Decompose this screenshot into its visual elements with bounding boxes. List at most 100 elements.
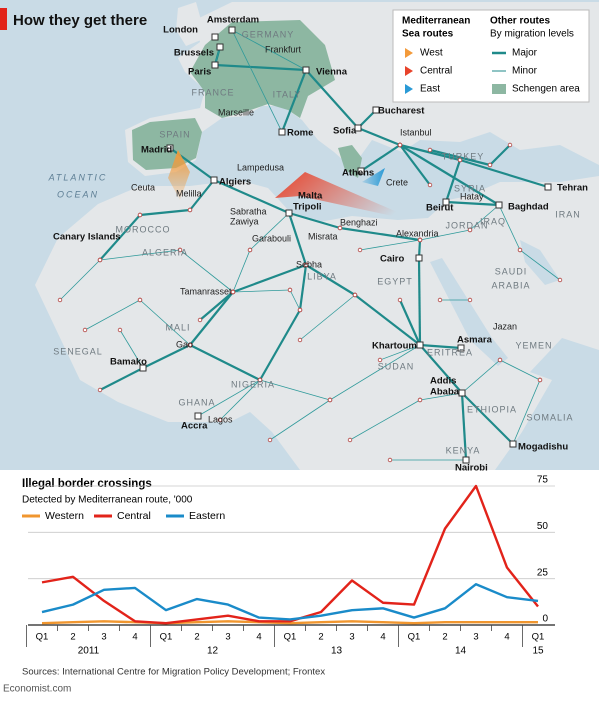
city-label: Beirut [426,203,454,214]
route-major [429,148,491,167]
region-label: FRANCE [191,87,234,97]
route-node [427,147,433,153]
route-major [417,257,422,346]
route-node [557,277,563,283]
city-label: Istanbul [400,127,432,137]
legend-icon [405,84,413,94]
x-tick-label: Q1 [36,632,49,643]
city-label: Ababa [430,387,460,398]
schengen [132,118,202,170]
route-major [259,309,301,381]
city-marker [216,43,224,51]
region-label: ARABIA [491,280,530,290]
route-major [213,178,290,215]
route-major [305,264,356,296]
route-major [232,263,307,294]
legend-box [392,9,590,103]
route-node [467,227,473,233]
year-label: 2011 [78,646,100,657]
route-minor [461,359,501,394]
city-label: Asmara [457,335,493,346]
route-major [445,200,500,207]
route-major [360,144,401,172]
route-major [99,214,141,261]
route-major [142,344,191,369]
city-label: Malta [298,191,323,202]
region-label: ATLANTIC [48,172,108,182]
x-tick-label: 4 [380,632,385,643]
route-minor [329,344,421,401]
route-node [137,212,143,218]
route-node [487,162,493,168]
route-minor [231,29,307,71]
route-node [347,437,353,443]
chart-title: Illegal border crossings [22,478,152,490]
route-major [189,179,215,211]
chart-subtitle: Detected by Mediterranean route, '000 [22,495,193,506]
legend-icon [492,84,506,94]
route-node [197,317,203,323]
city-label: Cairo [380,254,404,265]
route-node [397,297,403,303]
route-node [357,247,363,253]
region-label: GERMANY [242,29,295,39]
route-major [189,291,234,346]
land-africa [35,176,599,470]
region-label: MOROCCO [116,224,171,234]
y-tick-label: 75 [537,475,549,486]
city-marker [357,167,365,175]
region-label: IRAN [555,209,581,219]
route-node [82,327,88,333]
route-node [517,247,523,253]
route-node [57,297,63,303]
x-tick-label: Q1 [160,632,173,643]
route-minor [231,29,283,133]
city-label: Garabouli [252,233,291,243]
route-node [287,287,293,293]
region-label: YEMEN [515,340,552,350]
legend-text: Major [512,48,538,59]
route-node [387,457,393,463]
city-label: Mogadishu [518,442,568,453]
city-label: Bucharest [378,106,425,117]
city-marker [415,254,423,262]
x-tick-label: 4 [256,632,261,643]
city-label: Tripoli [293,202,322,213]
city-marker [228,26,236,34]
x-tick-label: 2 [70,632,75,643]
year-label: 14 [455,646,467,657]
city-label: Alexandria [396,228,439,238]
city-label: Paris [188,67,211,78]
region-label: SENEGAL [53,346,103,356]
region-label: SOMALIA [526,412,573,422]
legend-icon [405,66,413,76]
x-tick-label: 2 [442,632,447,643]
route-minor [99,249,181,261]
x-tick-label: 3 [473,632,478,643]
city-label: Brussels [174,48,214,59]
route-minor [349,399,421,441]
route-node [352,292,358,298]
route-minor [119,329,144,369]
city-label: Madrid [141,145,172,156]
region-label: ETHIOPIA [467,404,517,414]
city-marker [495,201,503,209]
route-minor [269,399,331,441]
route-minor [197,379,261,417]
region-label: SYRIA [454,183,486,193]
route-major [139,208,191,217]
route-node [117,327,123,333]
route-node [187,342,193,348]
route-major [99,367,144,391]
city-label: Hatay [460,191,484,201]
route-minor [84,299,141,331]
schengen [338,145,362,178]
city-label: Melilla [176,188,202,198]
x-tick-label: Q1 [532,632,545,643]
region-label: ERITREA [427,347,473,357]
route-node [267,437,273,443]
x-tick-label: 2 [318,632,323,643]
route-minor [232,289,291,293]
region-label: SAUDI [495,266,528,276]
